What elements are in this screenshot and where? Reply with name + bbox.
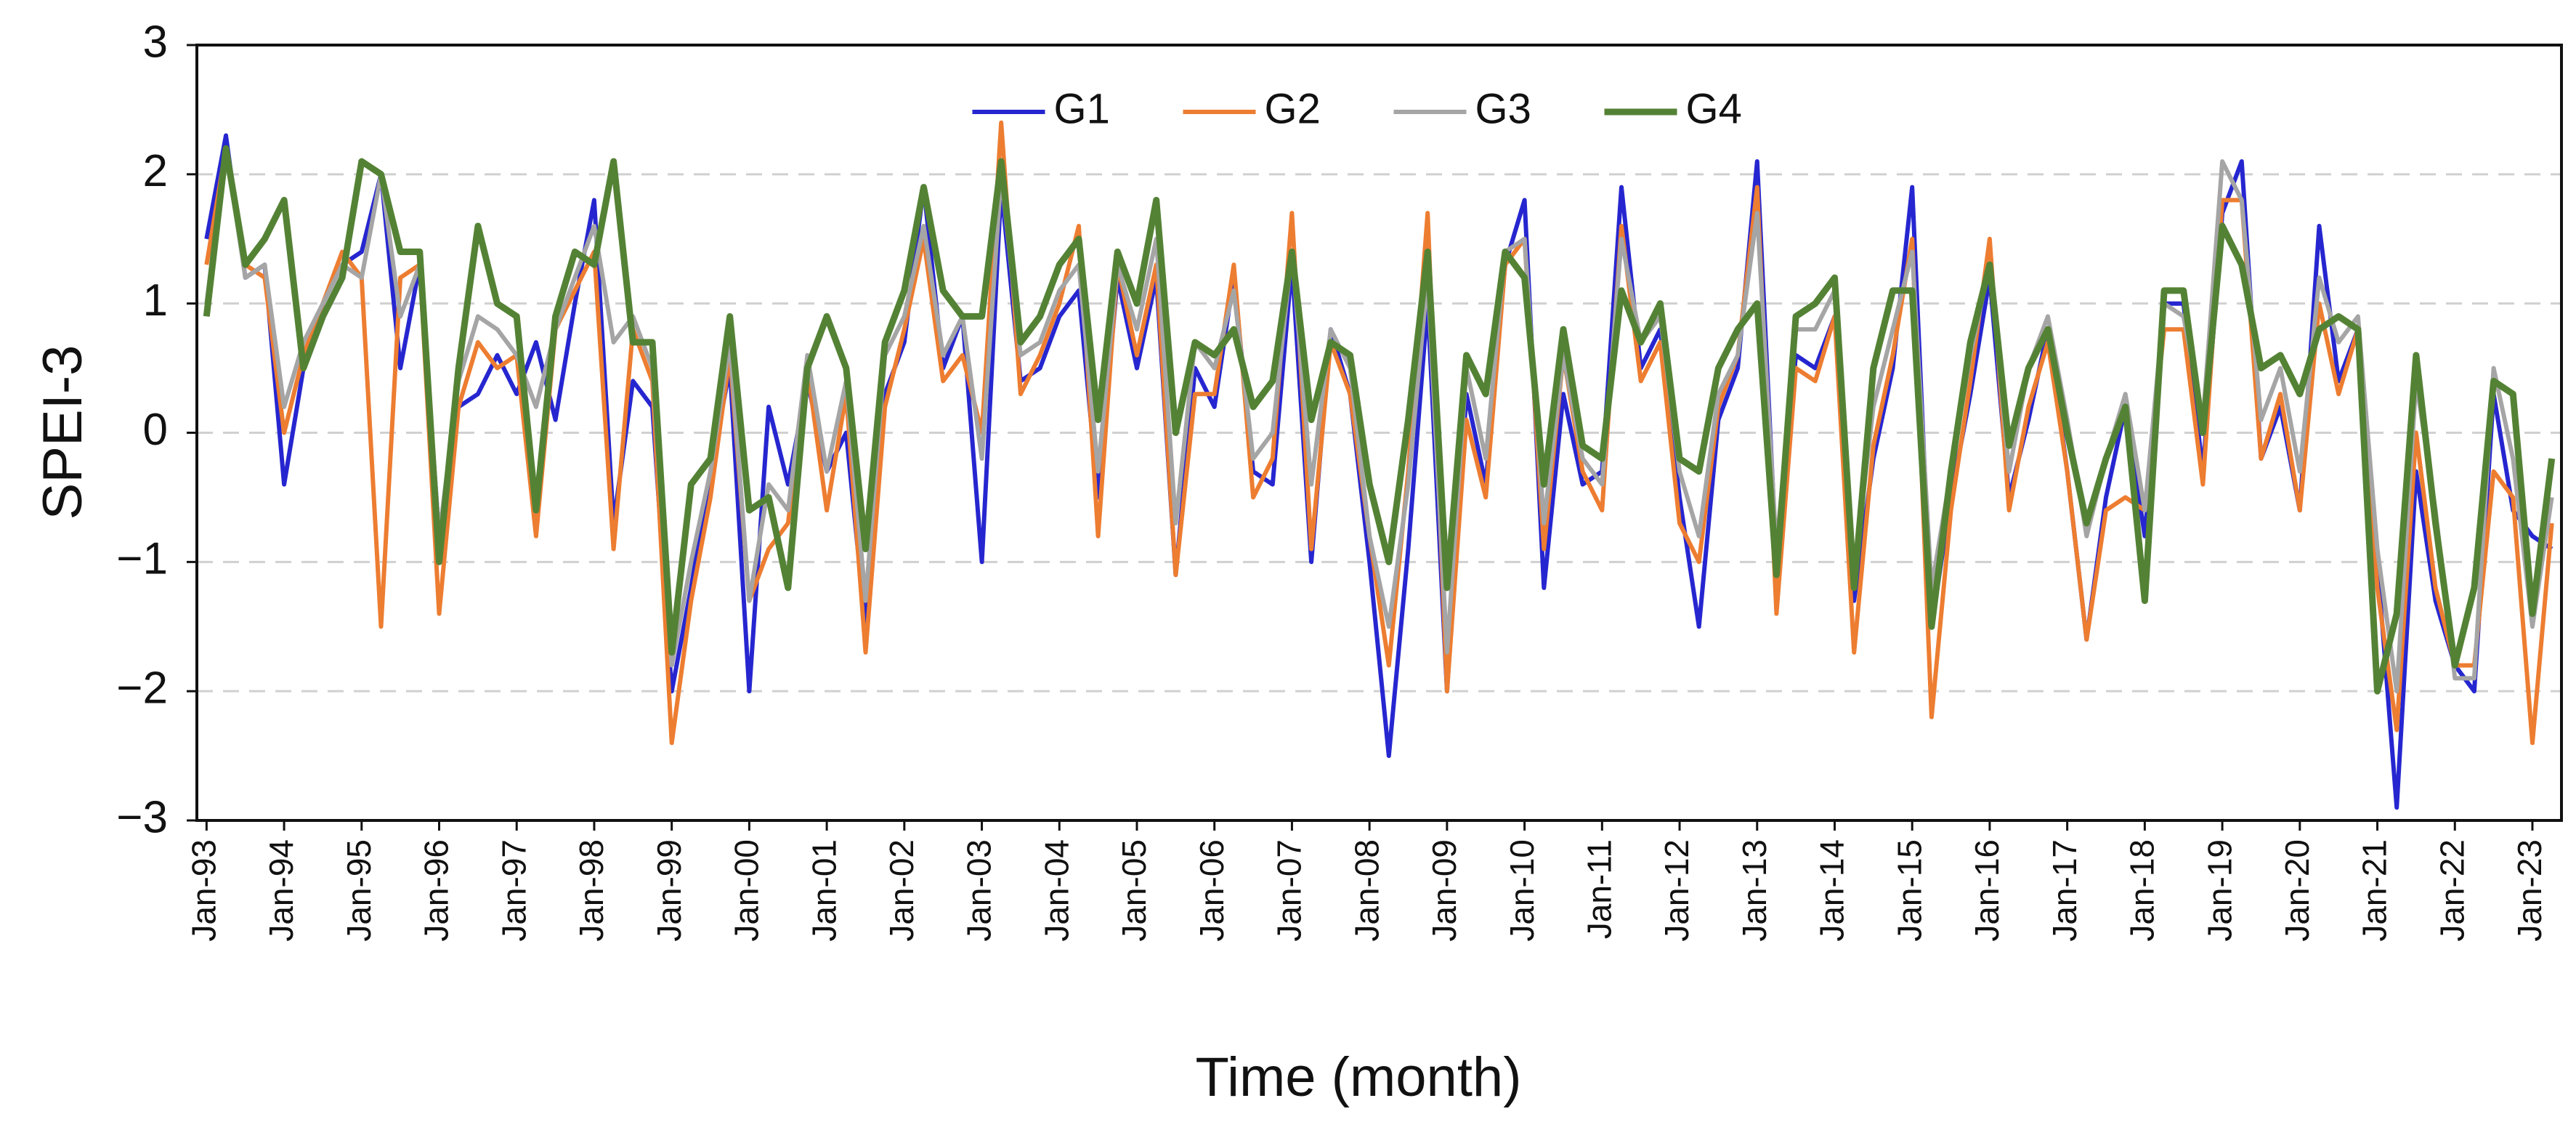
x-tick-label: Jan-93 [185, 839, 222, 942]
y-tick-label: 2 [143, 146, 168, 196]
x-tick-label: Jan-10 [1503, 839, 1541, 942]
y-tick-label: −1 [116, 534, 168, 584]
x-tick-label: Jan-03 [960, 839, 998, 942]
x-tick-label: Jan-94 [262, 839, 300, 942]
x-tick-label: Jan-13 [1735, 839, 1773, 942]
x-tick-label: Jan-95 [340, 839, 378, 942]
y-tick-label: −2 [116, 663, 168, 714]
x-tick-label: Jan-17 [2046, 839, 2083, 942]
y-tick-label: 1 [143, 275, 168, 326]
x-tick-label: Jan-12 [1658, 839, 1696, 942]
x-tick-label: Jan-96 [418, 839, 455, 942]
x-tick-label: Jan-00 [728, 839, 766, 942]
plot-frame [195, 44, 2563, 822]
series-line [203, 145, 2556, 695]
x-tick-label: Jan-11 [1580, 839, 1618, 939]
x-tick-label: Jan-16 [1968, 839, 2006, 942]
x-tick-label: Jan-21 [2356, 839, 2394, 942]
x-tick-label: Jan-06 [1193, 839, 1231, 942]
y-axis-title: SPEI-3 [32, 345, 94, 520]
x-tick-label: Jan-01 [805, 839, 843, 942]
x-tick-label: Jan-19 [2200, 839, 2238, 942]
x-tick-label: Jan-18 [2123, 839, 2161, 942]
legend-label: G4 [1686, 85, 1742, 132]
x-tick-label: Jan-97 [495, 839, 532, 942]
legend-label: G1 [1054, 85, 1110, 132]
x-axis-title: Time (month) [1195, 1046, 1521, 1108]
y-tick-label: −3 [116, 792, 168, 842]
x-tick-label: Jan-98 [572, 839, 610, 942]
legend-label: G2 [1265, 85, 1321, 132]
x-tick-label: Jan-14 [1813, 839, 1851, 942]
x-tick-label: Jan-99 [650, 839, 688, 942]
x-tick-label: Jan-22 [2433, 839, 2471, 942]
x-tick-label: Jan-23 [2511, 839, 2548, 942]
x-tick-label: Jan-15 [1890, 839, 1928, 942]
x-tick-label: Jan-08 [1348, 839, 1385, 942]
x-tick-label: Jan-07 [1271, 839, 1308, 942]
y-tick-label: 3 [143, 17, 168, 67]
y-tick-label: 0 [143, 405, 168, 455]
x-tick-label: Jan-20 [2278, 839, 2316, 942]
x-tick-label: Jan-09 [1425, 839, 1463, 942]
x-tick-label: Jan-04 [1037, 839, 1075, 942]
x-tick-label: Jan-02 [883, 839, 920, 942]
x-tick-label: Jan-05 [1115, 839, 1153, 942]
legend-label: G3 [1475, 85, 1531, 132]
